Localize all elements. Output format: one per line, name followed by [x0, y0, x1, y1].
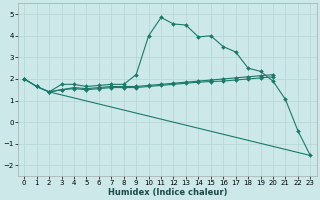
X-axis label: Humidex (Indice chaleur): Humidex (Indice chaleur)	[108, 188, 227, 197]
